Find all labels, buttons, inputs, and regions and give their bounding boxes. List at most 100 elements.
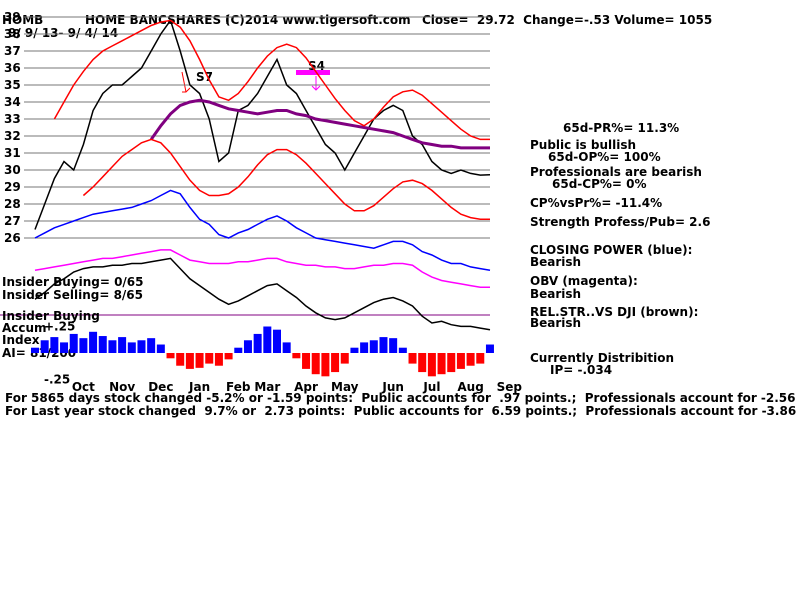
bar [224, 353, 233, 360]
note: Accum [2, 321, 47, 335]
bar [40, 340, 49, 353]
bar [89, 331, 98, 353]
y-tick-label: 31 [4, 146, 21, 160]
y-tick-label: 30 [4, 163, 21, 177]
y-tick-label: -.25 [44, 373, 70, 387]
stat: IP= -.034 [550, 363, 612, 377]
bar [456, 353, 465, 369]
x-tick-label: Jul [422, 380, 440, 394]
bar [69, 333, 78, 353]
series-line [34, 189, 491, 272]
bar [156, 344, 165, 353]
stat: OBV (magenta): [530, 274, 638, 288]
x-tick-label: Dec [148, 380, 173, 394]
series-line [34, 257, 491, 331]
y-tick-label: 27 [4, 214, 21, 228]
bar [427, 353, 436, 377]
x-tick-label: Jun [381, 380, 404, 394]
bar [273, 329, 281, 353]
bar [60, 342, 69, 353]
bar [166, 353, 175, 359]
bar [263, 326, 272, 353]
chart-title: HOME BANCSHARES I [85, 13, 230, 27]
date-range: 9/ 9/ 13- 9/ 4/ 14 [8, 26, 118, 40]
bar [398, 347, 407, 353]
quote: Close= 29.72 Change=-.53 Volume= 1055 [422, 13, 712, 27]
note: Insider Buying= 0/65 [2, 275, 144, 289]
bar [253, 333, 262, 353]
y-tick-label: 36 [4, 61, 21, 75]
bar [98, 336, 107, 353]
bar [214, 353, 223, 366]
stat: Strength Profess/Pub= 2.6 [530, 215, 710, 229]
bar [50, 337, 59, 353]
bar [311, 353, 320, 375]
s7-arrow [181, 71, 191, 93]
y-tick-label: +.25 [44, 320, 75, 334]
y-tick-label: 32 [4, 129, 21, 143]
y-tick-label: 33 [4, 112, 21, 126]
note: Insider Selling= 8/65 [2, 288, 143, 302]
bar [127, 342, 136, 353]
stat: CP%vsPr%= -11.4% [530, 196, 662, 210]
source: (C)2014 www.tigersoft.com [225, 13, 411, 27]
x-tick-label: Oct [72, 380, 95, 394]
s4-marker [296, 70, 330, 75]
bar [369, 340, 378, 353]
y-tick-label: 29 [4, 180, 21, 194]
bar [108, 340, 117, 353]
y-tick-label: 38 [4, 27, 21, 41]
bar [350, 347, 359, 353]
series-line [149, 98, 490, 150]
note: Index [2, 333, 40, 347]
summary: For 5865 days stock changed -5.2% or -1.… [5, 391, 800, 405]
stat: 65d-OP%= 100% [548, 150, 661, 164]
stat: Public is bullish [530, 138, 636, 152]
x-tick-label: Apr [294, 380, 318, 394]
bar [195, 353, 204, 368]
stat: Currently Distribition [530, 351, 674, 365]
x-tick-label: Mar [254, 380, 280, 394]
stat: 65d-PR%= 11.3% [563, 121, 679, 135]
stat: REL.STR..VS DJI (brown): [530, 305, 698, 319]
bar [331, 353, 340, 373]
series-line [34, 249, 490, 289]
summary: For Last year stock changed 9.7% or 2.73… [5, 404, 800, 418]
series-line [53, 19, 490, 141]
bar [340, 353, 349, 364]
bar [185, 353, 194, 369]
note: Insider Buying [2, 309, 100, 323]
bar [321, 353, 330, 377]
y-tick-label: 26 [4, 231, 21, 245]
series-line [34, 18, 491, 230]
stat: Bearish [530, 316, 581, 330]
y-tick-label: 35 [4, 78, 21, 92]
bar [205, 353, 214, 364]
bar [302, 353, 311, 369]
bar [282, 342, 291, 353]
x-tick-label: Jan [188, 380, 210, 394]
stat: 65d-CP%= 0% [552, 177, 647, 191]
bar [79, 338, 88, 353]
bar [137, 340, 146, 353]
bar [447, 353, 456, 373]
bar [466, 353, 475, 366]
x-tick-label: Nov [109, 380, 135, 394]
bar [243, 340, 252, 353]
bar [485, 344, 494, 353]
bar [408, 353, 417, 364]
bar [437, 353, 446, 375]
bar [147, 338, 156, 353]
bar [118, 337, 127, 353]
bar [292, 353, 301, 359]
stat: CLOSING POWER (blue): [530, 243, 692, 257]
signal: S4 [308, 59, 325, 73]
bar [176, 353, 185, 366]
bar [234, 347, 243, 353]
bar [389, 338, 398, 353]
bar [379, 337, 388, 353]
x-tick-label: Feb [226, 380, 251, 394]
y-tick-label: 37 [4, 44, 21, 58]
y-tick-label: 39 [4, 10, 21, 24]
y-tick-label: 28 [4, 197, 21, 211]
